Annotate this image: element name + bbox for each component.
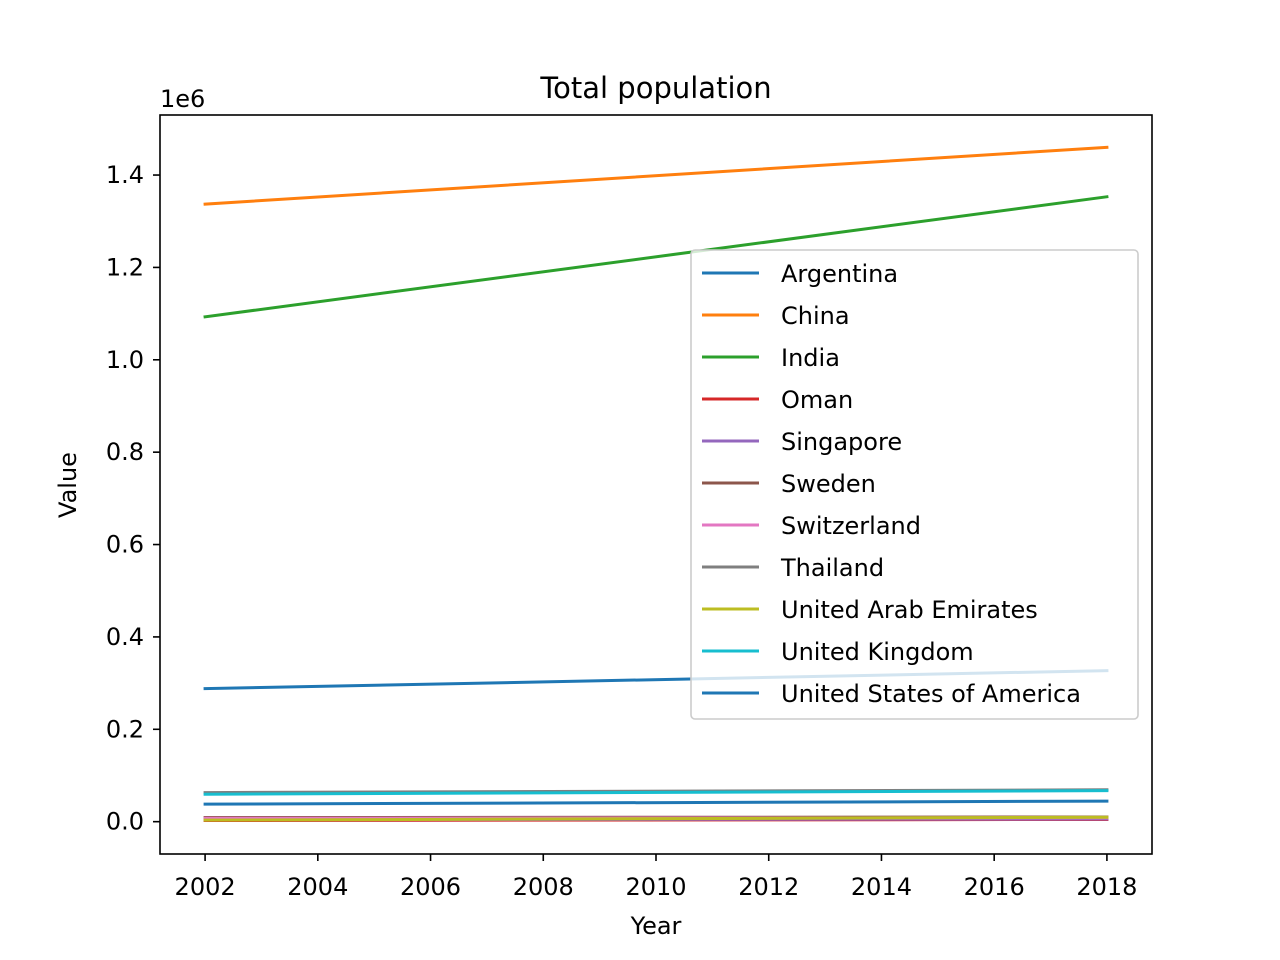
y-tick-label: 0.2 [106,715,144,743]
x-tick-label: 2004 [287,873,348,901]
x-axis-title: Year [630,912,682,940]
x-axis: 2002 2004 2006 2008 2010 2012 2014 2016 2018 [175,854,1137,901]
legend-label-0: Argentina [781,260,898,288]
y-tick-label: 0.8 [106,438,144,466]
y-tick-label: 1.2 [106,253,144,281]
legend-label-6: Switzerland [781,512,921,540]
legend-label-10: United States of America [781,680,1081,708]
x-tick-label: 2008 [513,873,574,901]
y-tick-label: 1.0 [106,346,144,374]
series-line-1 [203,145,1109,206]
legend-label-7: Thailand [780,554,884,582]
chart-title: Total population [539,71,771,105]
legend-label-5: Sweden [781,470,876,498]
x-tick-label: 2012 [738,873,799,901]
legend-label-9: United Kingdom [781,638,974,666]
legend-box [690,249,1139,720]
legend-label-1: China [781,302,850,330]
y-axis-multiplier: 1e6 [160,85,205,113]
legend-label-3: Oman [781,386,853,414]
x-tick-label: 2006 [400,873,461,901]
legend-label-4: Singapore [781,428,902,456]
series-line-2 [203,195,1109,319]
legend-label-8: United Arab Emirates [781,596,1038,624]
series-line-9 [203,789,1109,796]
x-tick-label: 2002 [175,873,236,901]
x-tick-label: 2014 [851,873,912,901]
y-tick-label: 0.0 [106,808,144,836]
legend: Argentina China India Oman Singapore Sweden Sw… [690,249,1139,720]
series-line-0 [203,799,1109,806]
legend-label-2: India [781,344,840,372]
y-tick-label: 0.4 [106,623,144,651]
x-tick-label: 2018 [1076,873,1137,901]
x-tick-label: 2016 [964,873,1025,901]
y-axis: 0.0 0.2 0.4 0.6 0.8 1.0 1.2 1.4 [106,161,160,836]
y-axis-title: Value [54,452,82,518]
x-tick-label: 2010 [625,873,686,901]
series-line-8 [203,815,1109,822]
y-tick-label: 0.6 [106,531,144,559]
y-tick-label: 1.4 [106,161,144,189]
